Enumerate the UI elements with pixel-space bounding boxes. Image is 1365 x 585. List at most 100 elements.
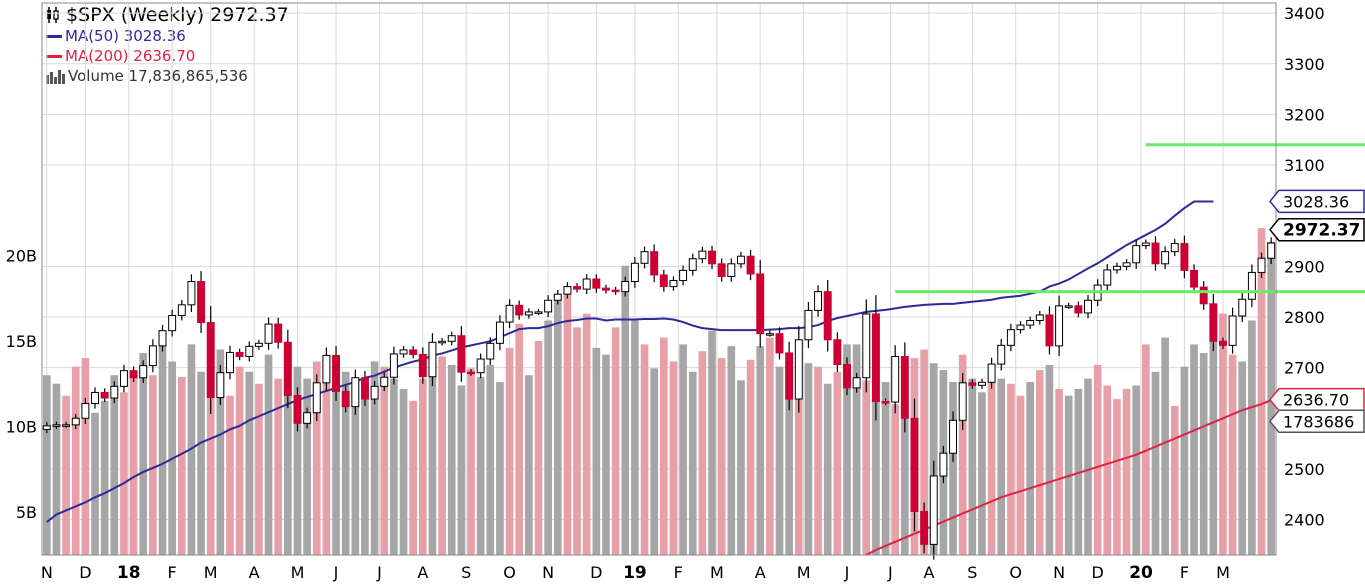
candle-body (428, 341, 437, 378)
time-tick-label: M (1216, 563, 1230, 582)
volume-bar (640, 344, 649, 555)
candle (1084, 294, 1092, 319)
volume-bar (1219, 313, 1227, 555)
candle (756, 260, 765, 348)
candle (630, 256, 639, 288)
volume-bar (852, 344, 861, 555)
volume-tick-label: 20B (6, 247, 37, 266)
price-marker-box (1269, 409, 1365, 434)
candle-body (573, 286, 582, 290)
time-tick-label: J (333, 563, 339, 582)
volume-bar (881, 382, 890, 555)
candle-body (1180, 243, 1189, 271)
price-marker-box (1269, 217, 1365, 242)
candle (1199, 281, 1208, 310)
candle-body (852, 377, 861, 389)
volume-bar (91, 412, 99, 555)
candle-body (1074, 305, 1083, 314)
candle (659, 269, 668, 292)
candle (871, 295, 880, 421)
candle-body (843, 364, 851, 389)
candle (688, 253, 697, 276)
candle-body (987, 363, 996, 383)
candle (360, 370, 369, 406)
volume-bar (1113, 399, 1121, 555)
volume-bar (756, 346, 765, 555)
volume-bar (958, 354, 967, 555)
ma200-swatch-icon (46, 54, 62, 58)
price-marker-label: 2972.37 (1283, 221, 1360, 241)
legend-volume-row: Volume 17,836,865,536 (46, 66, 289, 86)
candle (1180, 235, 1189, 279)
candle-body (1219, 340, 1227, 346)
price-tick-label: 2400 (1284, 511, 1325, 530)
candle-body (958, 382, 967, 421)
candle-body (602, 287, 610, 291)
candle-body (833, 339, 842, 366)
volume-bar (255, 383, 263, 555)
volume-bar (602, 354, 610, 555)
candle-body (293, 394, 302, 424)
candle (235, 348, 244, 361)
volume-bar (573, 327, 581, 555)
ma50-swatch-icon (46, 34, 62, 38)
volume-bar (1132, 385, 1141, 555)
volume-bar (525, 375, 533, 555)
time-tick-label: N (41, 563, 53, 582)
candle-body (216, 372, 225, 399)
candle (977, 378, 986, 389)
volume-bar (775, 366, 784, 555)
time-tick-label: S (461, 563, 471, 582)
candle-body (862, 313, 871, 379)
volume-bar (872, 395, 880, 555)
candle-body (119, 370, 128, 387)
candle-body (679, 269, 688, 282)
volume-bar (843, 344, 851, 555)
legend-title: $SPX (Weekly) 2972.37 (66, 4, 289, 26)
candle (100, 388, 109, 403)
time-axis: N D 18 F M A M J J A S O N D 19 F M A M J J A S O N D 20 F M (41, 563, 1230, 583)
volume-bar (794, 388, 803, 555)
candle-body (775, 333, 784, 354)
volume-bar (920, 349, 928, 555)
time-tick-label: A (923, 563, 934, 582)
volume-bar (197, 371, 205, 555)
time-tick-label: M (204, 563, 218, 582)
candle (1151, 236, 1160, 271)
volume-bar (1228, 354, 1237, 555)
volume-bar (62, 395, 70, 555)
volume-bar (418, 378, 427, 555)
candle (736, 251, 745, 269)
candle (785, 341, 794, 411)
candle (283, 329, 292, 409)
candle-body (1055, 305, 1064, 347)
candle-body (659, 274, 668, 288)
candle (717, 258, 726, 282)
price-tick-label: 3100 (1284, 156, 1325, 175)
candle-body (630, 262, 639, 283)
candle (129, 366, 138, 383)
time-tick-label: 18 (117, 563, 141, 583)
candle (81, 397, 90, 424)
candle (322, 347, 331, 391)
candle (197, 271, 206, 333)
volume-bar (332, 383, 340, 555)
volume-bar (814, 366, 822, 555)
candle (1219, 337, 1227, 350)
volume-bar (1190, 344, 1198, 555)
candle (206, 306, 215, 415)
candle-body (399, 349, 408, 355)
volume-bar (1055, 388, 1063, 555)
volume-bar (476, 376, 485, 555)
candle-body (312, 382, 321, 414)
candle (91, 387, 99, 409)
volume-bar (390, 378, 398, 555)
volume-bar (582, 313, 591, 555)
candle-body (553, 293, 562, 301)
candle (226, 345, 234, 380)
candle (1238, 293, 1247, 323)
candle-body (968, 382, 977, 386)
candle (987, 357, 996, 389)
candle-body (168, 314, 177, 332)
candle (929, 460, 938, 560)
